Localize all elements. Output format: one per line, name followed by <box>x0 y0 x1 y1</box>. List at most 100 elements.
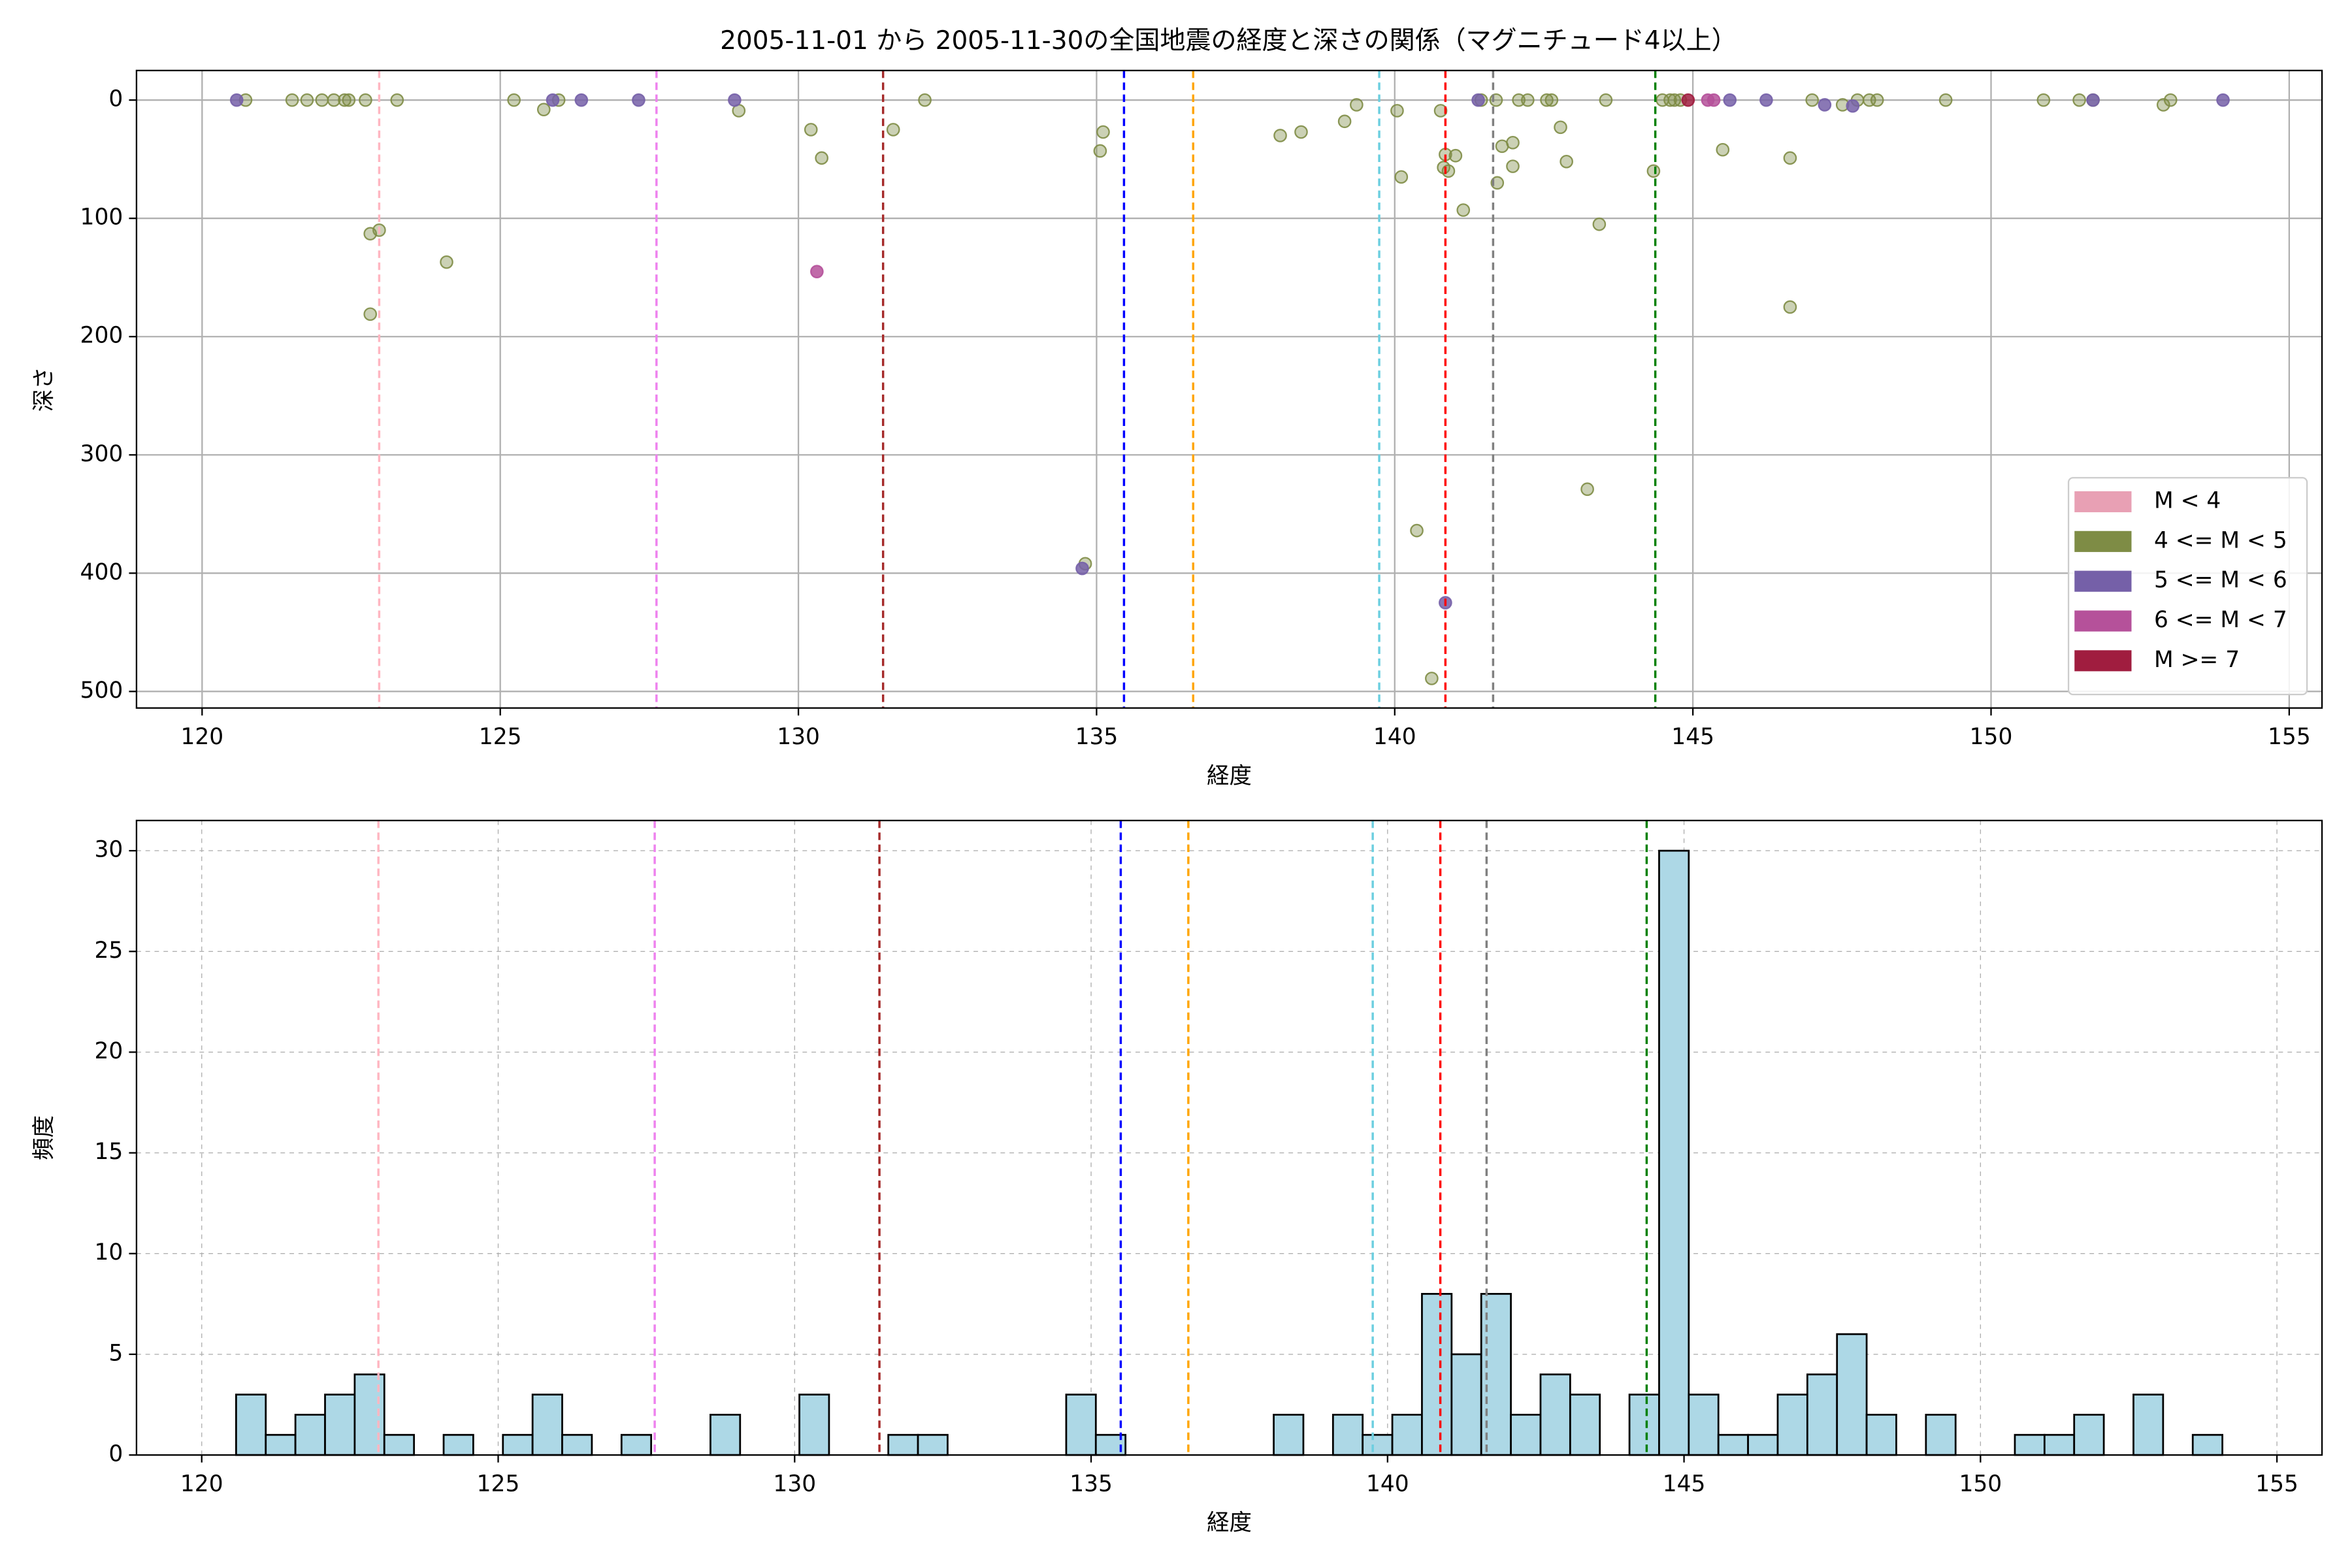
histogram-bar <box>1776 1394 1808 1456</box>
histogram-bar <box>1391 1414 1423 1456</box>
scatter-point <box>1096 125 1110 139</box>
scatter-point <box>536 103 551 116</box>
x-tick-label: 140 <box>1373 724 1416 750</box>
scatter-point <box>1273 129 1287 142</box>
y-tick-label: 5 <box>108 1340 123 1366</box>
histogram-bar <box>710 1414 742 1456</box>
histogram-bar <box>620 1433 653 1456</box>
scatter-point <box>1471 93 1485 107</box>
scatter-point <box>1599 93 1613 107</box>
scatter-point <box>2156 98 2170 112</box>
y-axis-label: 頻度 <box>31 1115 57 1160</box>
x-axis-label: 経度 <box>1207 1510 1252 1536</box>
histogram-bar <box>1362 1433 1394 1456</box>
scatter-point <box>440 255 453 269</box>
scatter-point <box>507 93 521 107</box>
scatter-point <box>1075 561 1089 576</box>
histogram-bar <box>294 1414 326 1456</box>
scatter-point <box>1489 93 1503 107</box>
x-tick-label: 150 <box>1970 724 2013 750</box>
y-tick-label: 100 <box>80 204 123 231</box>
scatter-point <box>2163 93 2178 107</box>
plot-frame <box>135 819 2323 1456</box>
scatter-point <box>1554 120 1567 135</box>
y-tick-label: 20 <box>94 1038 123 1064</box>
scatter-point <box>285 93 299 107</box>
plot-frame <box>135 69 2323 709</box>
histogram-bar <box>235 1394 267 1456</box>
scatter-point <box>1592 217 1607 231</box>
scatter-point <box>804 123 818 137</box>
scatter-point <box>2086 93 2100 107</box>
legend-label: 4 <= M < 5 <box>2154 527 2287 553</box>
y-tick-label: 0 <box>108 1441 123 1467</box>
scatter-point <box>1093 144 1107 158</box>
scatter-point <box>574 93 589 107</box>
histogram-bar <box>1717 1433 1749 1456</box>
histogram-bar <box>917 1433 949 1456</box>
scatter-point <box>342 93 356 107</box>
scatter-point <box>1707 93 1721 107</box>
scatter-point <box>315 93 329 107</box>
x-tick-label: 145 <box>1671 724 1714 750</box>
scatter-point <box>1294 125 1308 139</box>
scatter-point <box>1410 523 1424 538</box>
histogram-bar <box>2014 1433 2046 1456</box>
histogram-bar <box>1273 1414 1305 1456</box>
x-axis-label: 経度 <box>1207 763 1252 789</box>
x-tick-label: 120 <box>180 724 223 750</box>
histogram-bar <box>1628 1394 1660 1456</box>
legend-swatch <box>2074 491 2132 513</box>
histogram-bar <box>2191 1433 2223 1456</box>
histogram-bar <box>1421 1293 1453 1456</box>
y-axis-label: 深さ <box>31 367 57 412</box>
y-tick-label: 25 <box>94 938 123 964</box>
x-tick-label: 130 <box>777 724 820 750</box>
scatter-point <box>1350 98 1364 112</box>
scatter-point <box>363 307 378 321</box>
scatter-point <box>2216 93 2230 107</box>
chart-title: 2005-11-01 から 2005-11-30の全国地震の経度と深さの関係（マ… <box>720 26 1737 56</box>
scatter-point <box>1759 93 1773 107</box>
histogram-bar <box>531 1394 563 1456</box>
x-tick-label: 130 <box>773 1471 816 1497</box>
x-tick-label: 120 <box>180 1471 223 1497</box>
legend-swatch <box>2074 531 2132 552</box>
scatter-point <box>1646 164 1661 178</box>
y-tick-label: 500 <box>80 678 123 704</box>
y-tick-label: 10 <box>94 1239 123 1266</box>
scatter-point <box>1723 93 1737 107</box>
histogram-bar <box>1865 1414 1897 1456</box>
scatter-point <box>1394 170 1409 184</box>
scatter-point <box>1448 148 1463 163</box>
histogram-bar <box>1331 1414 1364 1456</box>
y-tick-label: 30 <box>94 837 123 863</box>
scatter-point <box>1544 93 1559 107</box>
legend-label: M >= 7 <box>2154 647 2240 673</box>
scatter-point <box>2072 93 2086 107</box>
histogram-bar <box>2073 1414 2105 1456</box>
scatter-point <box>1540 93 1554 107</box>
scatter-point <box>390 93 404 107</box>
x-tick-label: 135 <box>1070 1471 1113 1497</box>
scatter-point <box>359 93 372 107</box>
histogram-bar <box>383 1433 416 1456</box>
legend-label: 5 <= M < 6 <box>2154 567 2287 593</box>
scatter-point <box>1580 482 1594 497</box>
scatter-point <box>1783 151 1797 165</box>
scatter-point <box>1506 136 1520 150</box>
scatter-point <box>229 93 244 107</box>
histogram-bar <box>2132 1394 2164 1456</box>
scatter-point <box>1520 93 1535 107</box>
scatter-point <box>1456 203 1471 217</box>
scatter-point <box>1506 159 1520 173</box>
x-tick-label: 145 <box>1663 1471 1706 1497</box>
histogram-bar <box>887 1433 919 1456</box>
histogram-bar <box>1569 1394 1601 1456</box>
legend-swatch <box>2074 570 2132 592</box>
x-tick-label: 125 <box>477 1471 520 1497</box>
legend-swatch <box>2074 650 2132 672</box>
histogram-bar <box>1065 1394 1097 1456</box>
